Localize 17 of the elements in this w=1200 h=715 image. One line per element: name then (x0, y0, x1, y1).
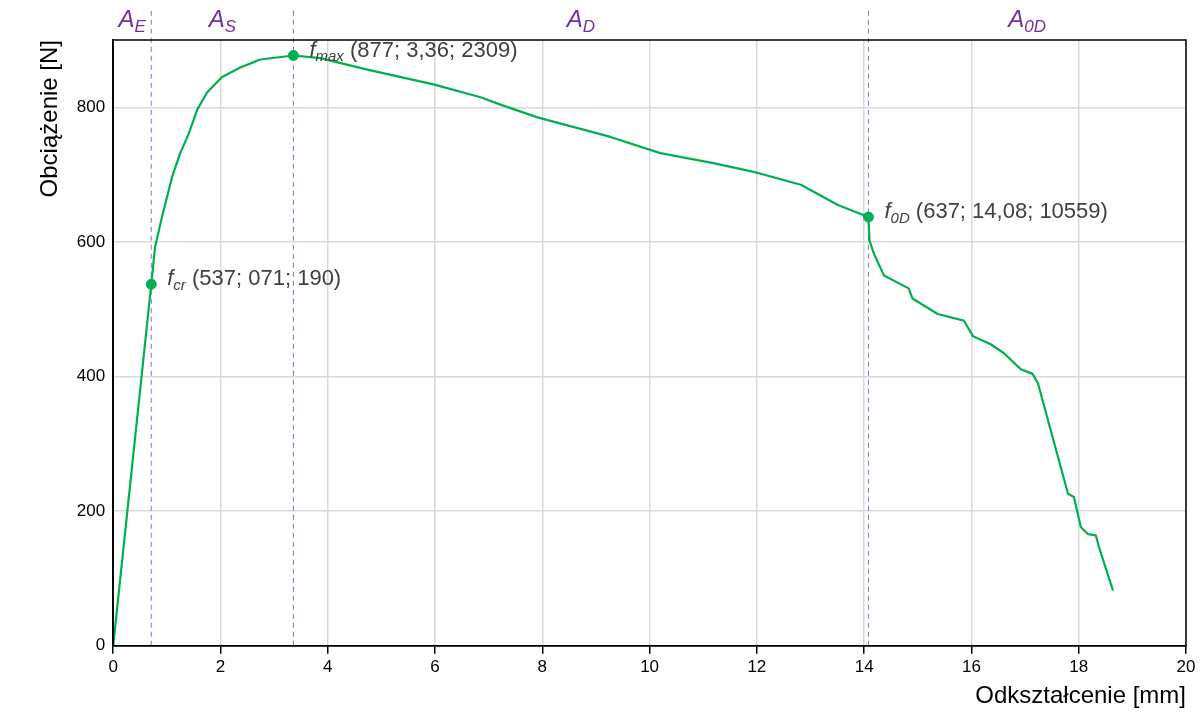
x-tick-label: 4 (323, 656, 333, 676)
y-tick-label: 200 (76, 500, 106, 520)
x-tick-label: 20 (1176, 656, 1196, 676)
x-tick-label: 2 (215, 656, 226, 676)
x-tick-label: 6 (430, 656, 440, 676)
y-tick-label: 400 (76, 366, 106, 386)
x-tick-label: 18 (1069, 656, 1089, 676)
y-tick-label: 0 (95, 635, 106, 655)
y-axis-title: Obciążenie [N] (35, 40, 63, 198)
x-tick-label: 10 (640, 656, 660, 676)
x-axis-title: Odkształcenie [mm] (975, 681, 1186, 709)
y-tick-label: 600 (76, 231, 106, 251)
x-tick-label: 8 (537, 656, 548, 676)
x-tick-label: 12 (747, 656, 767, 676)
y-tick-label: 800 (76, 97, 106, 116)
x-tick-label: 16 (961, 656, 981, 676)
x-tick-label: 14 (854, 656, 874, 676)
